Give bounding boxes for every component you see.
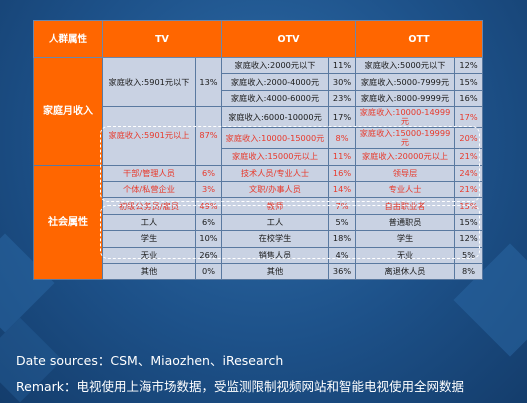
tv-label: 工人 — [102, 213, 196, 232]
otv-pct: 4% — [327, 246, 357, 264]
tv-label: 初级公务员/雇员 — [102, 197, 196, 215]
table-row: 社会属性 干部/管理人员 6% 技术人员/专业人士 16% 领导层 24% — [33, 164, 484, 281]
table-row: 家庭收入:4000-6000元 23% 家庭收入:8000-9999元 16% — [34, 89, 484, 108]
otv-pct: 11% — [327, 56, 357, 75]
tv-label: 家庭收入:5901元以上 — [102, 106, 196, 166]
ott-label: 自由职业者 — [355, 197, 456, 215]
ott-label: 家庭收入:8000-9999元 — [355, 89, 456, 108]
ott-label: 无业 — [355, 246, 456, 264]
ott-label: 家庭收入:20000元以上 — [355, 148, 456, 166]
otv-label: 家庭收入:4000-6000元 — [221, 89, 329, 108]
otv-pct: 5% — [327, 213, 357, 232]
ott-pct: 15% — [454, 197, 484, 215]
ott-label: 家庭收入:15000-19999元 — [355, 127, 456, 150]
otv-label: 销售人员 — [221, 246, 329, 264]
otv-pct: 8% — [327, 127, 357, 150]
table-row: 家庭月收入 家庭收入:5901元以下 13% 家庭收入:2000元以下 11% … — [33, 56, 484, 166]
ott-pct: 12% — [454, 56, 484, 75]
otv-pct: 14% — [327, 180, 357, 199]
tv-label: 家庭收入:5901元以下 — [102, 56, 196, 108]
ott-pct: 21% — [454, 148, 484, 166]
otv-pct: 23% — [327, 89, 357, 108]
table-row: 家庭收入:10000-15000元 8% 家庭收入:15000-19999元 2… — [34, 127, 484, 150]
otv-label: 家庭收入:6000-10000元 — [221, 106, 329, 129]
otv-label: 家庭收入:2000元以下 — [221, 56, 329, 75]
ott-label: 家庭收入:10000-14999元 — [355, 106, 456, 129]
otv-label: 家庭收入:2000-4000元 — [221, 73, 329, 91]
otv-pct: 30% — [327, 73, 357, 91]
tv-pct: 6% — [195, 213, 222, 232]
ott-pct: 24% — [454, 164, 484, 182]
otv-pct: 16% — [327, 164, 357, 182]
tv-pct: 13% — [195, 56, 222, 108]
ott-pct: 8% — [454, 262, 484, 281]
tv-pct: 26% — [195, 246, 222, 264]
header-tv: TV — [102, 20, 222, 58]
header-ott: OTT — [355, 20, 484, 58]
table-row: 工人 6% 工人 5% 普通职员 15% — [34, 213, 484, 232]
table-row: 家庭收入:15000元以上 11% 家庭收入:20000元以上 21% — [34, 148, 484, 166]
ott-pct: 5% — [454, 246, 484, 264]
ott-label: 专业人士 — [355, 180, 456, 199]
tv-pct: 49% — [195, 197, 222, 215]
ott-label: 家庭收入:5000元以下 — [355, 56, 456, 75]
audience-comparison-table: 人群属性 TV OTV OTT 家庭月收入 家庭收入:5901元以下 13% 家… — [33, 20, 484, 281]
tv-pct: 6% — [195, 164, 222, 182]
ott-label: 家庭收入:5000-7999元 — [355, 73, 456, 91]
ott-pct: 16% — [454, 89, 484, 108]
tv-pct: 3% — [195, 180, 222, 199]
tv-label: 干部/管理人员 — [102, 164, 196, 182]
header-row: 人群属性 TV OTV OTT — [33, 20, 484, 58]
otv-label: 技术人员/专业人士 — [221, 164, 329, 182]
ott-pct: 21% — [454, 180, 484, 199]
ott-label: 普通职员 — [355, 213, 456, 232]
ott-pct: 17% — [454, 106, 484, 129]
otv-pct: 7% — [327, 197, 357, 215]
tv-pct: 0% — [195, 262, 222, 281]
otv-pct: 11% — [327, 148, 357, 166]
tv-label: 其他 — [102, 262, 196, 281]
ott-pct: 15% — [454, 213, 484, 232]
table-row: 无业 26% 销售人员 4% 无业 5% — [34, 246, 484, 264]
table-row: 家庭收入:5901元以上 87% 家庭收入:6000-10000元 17% 家庭… — [34, 106, 484, 166]
otv-pct: 17% — [327, 106, 357, 129]
ott-label: 离退休人员 — [355, 262, 456, 281]
tv-pct: 10% — [195, 230, 222, 248]
data-sources-text: Date sources：CSM、Miaozhen、iResearch — [16, 353, 284, 368]
otv-label: 在校学生 — [221, 230, 329, 248]
tv-label: 个体/私营企业 — [102, 180, 196, 199]
ott-label: 领导层 — [355, 164, 456, 182]
ott-label: 学生 — [355, 230, 456, 248]
header-audience-attr: 人群属性 — [33, 20, 103, 58]
otv-pct: 18% — [327, 230, 357, 248]
otv-label: 其他 — [221, 262, 329, 281]
ott-pct: 15% — [454, 73, 484, 91]
tv-pct: 87% — [195, 106, 222, 166]
tv-label: 学生 — [102, 230, 196, 248]
table-row: 其他 0% 其他 36% 离退休人员 8% — [34, 262, 484, 281]
group-label-social: 社会属性 — [33, 164, 103, 281]
otv-label: 教师 — [221, 197, 329, 215]
ott-pct: 12% — [454, 230, 484, 248]
otv-label: 家庭收入:10000-15000元 — [221, 127, 329, 150]
otv-label: 文职/办事人员 — [221, 180, 329, 199]
otv-label: 家庭收入:15000元以上 — [221, 148, 329, 166]
group-label-income: 家庭月收入 — [33, 57, 103, 166]
ott-pct: 20% — [454, 127, 484, 150]
remark-text: Remark：电视使用上海市场数据，受监测限制视频网站和智能电视使用全网数据 — [16, 379, 465, 394]
otv-pct: 36% — [327, 262, 357, 281]
tv-label: 无业 — [102, 246, 196, 264]
header-otv: OTV — [220, 20, 357, 58]
otv-label: 工人 — [221, 213, 329, 232]
